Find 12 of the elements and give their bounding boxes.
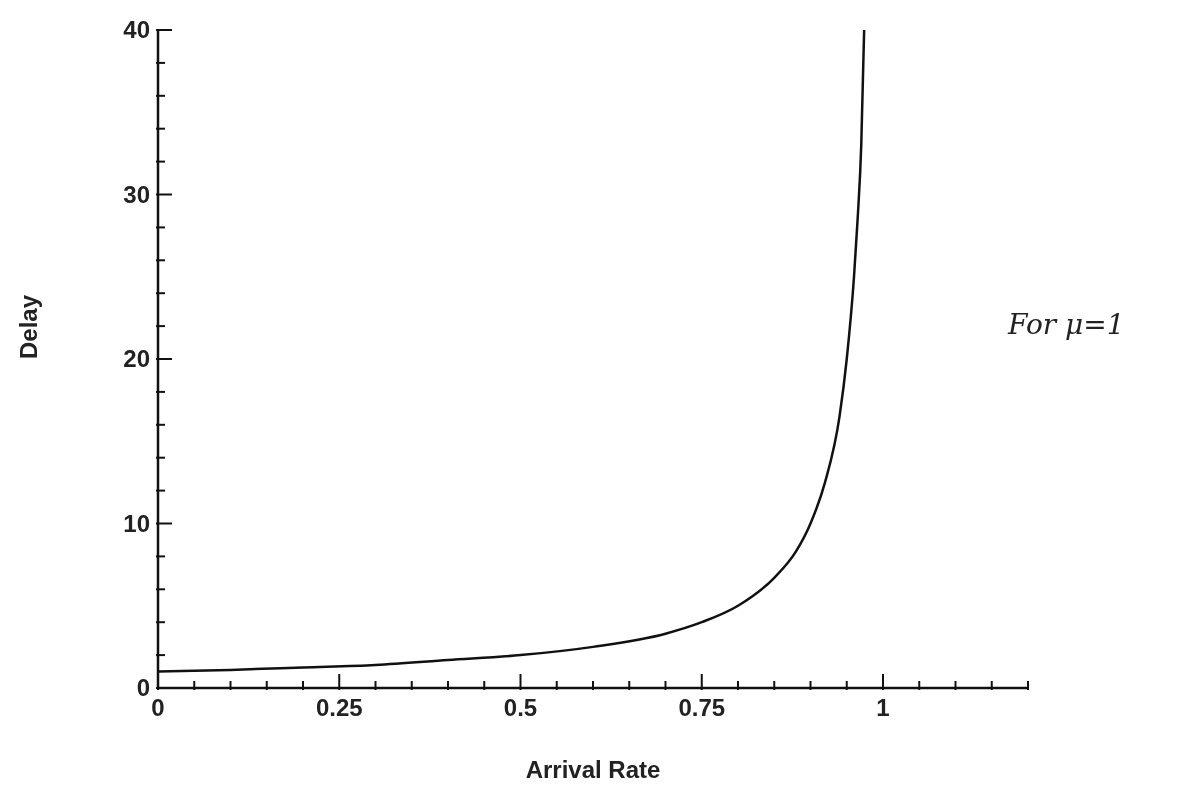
y-tick-label: 0 [136,674,150,701]
x-tick-label: 0.25 [315,694,363,721]
y-tick-label: 30 [123,180,150,208]
annotation: For μ=1 [1008,308,1125,341]
x-tick-label: 0.5 [503,694,538,721]
y-tick-label: 40 [123,16,150,43]
x-axis-title: Arrival Rate [525,756,661,783]
x-tick-label: 0.75 [678,694,726,721]
y-tick-label: 10 [123,509,150,537]
x-tick-label: 1 [876,694,890,721]
y-tick-label: 20 [123,345,150,372]
y-axis-title: Delay [14,294,42,359]
